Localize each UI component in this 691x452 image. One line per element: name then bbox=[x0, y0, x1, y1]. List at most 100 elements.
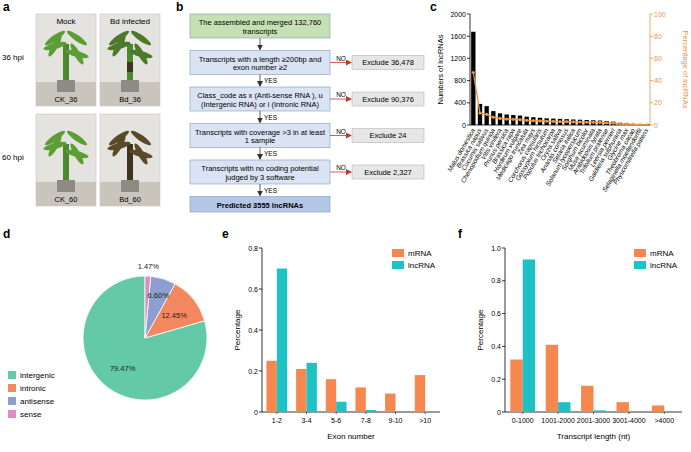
y-tick-label: 2000 bbox=[450, 11, 466, 18]
bar bbox=[296, 369, 306, 412]
yes-label: YES bbox=[264, 77, 278, 84]
flow-line: judged by 3 software bbox=[224, 173, 294, 182]
plot-area bbox=[510, 259, 664, 412]
bar bbox=[525, 117, 529, 125]
y-tick-label: 0.4 bbox=[491, 343, 501, 350]
line-marker bbox=[585, 121, 588, 124]
line-marker bbox=[625, 123, 628, 125]
y-tick bbox=[259, 371, 262, 372]
x-tick bbox=[336, 412, 337, 414]
line-marker bbox=[572, 120, 575, 123]
x-tick-label: 1001-2000 bbox=[541, 417, 575, 424]
y-tick bbox=[467, 125, 470, 126]
y2-tick bbox=[650, 102, 653, 103]
flow-text: Class_code as x (Anti-sense RNA ), u(Int… bbox=[197, 91, 322, 109]
panel-letter: c bbox=[430, 0, 437, 14]
bar bbox=[571, 119, 575, 125]
bar bbox=[565, 119, 569, 125]
y-tick bbox=[467, 80, 470, 81]
y-tick-label: 0.6 bbox=[248, 286, 258, 293]
x-tick-label: 9-10 bbox=[388, 417, 402, 424]
line-marker bbox=[492, 116, 495, 119]
bar bbox=[611, 122, 615, 125]
line-marker bbox=[518, 118, 521, 121]
column-label: Mock bbox=[56, 17, 76, 26]
y-tick bbox=[467, 14, 470, 15]
bar bbox=[578, 120, 582, 125]
line-marker bbox=[472, 71, 475, 74]
bar bbox=[585, 120, 589, 125]
y-tick bbox=[467, 36, 470, 37]
panel-letter: e bbox=[222, 227, 229, 241]
y2-tick bbox=[650, 14, 653, 15]
y2-axis bbox=[650, 14, 651, 125]
flow-line: 1 sample bbox=[245, 136, 275, 145]
x-axis-title: Exon number bbox=[327, 432, 375, 441]
flow-box bbox=[190, 124, 330, 148]
exclude-box bbox=[352, 56, 424, 70]
flow-text: Transcripts with a length ≥200bp andexon… bbox=[199, 55, 322, 73]
x-tick-label: 3-4 bbox=[301, 417, 311, 424]
plant-leaf bbox=[110, 34, 127, 58]
y2-tick-label: 0 bbox=[654, 122, 658, 129]
bar bbox=[546, 345, 558, 412]
panel-letter: d bbox=[3, 227, 10, 241]
pot bbox=[121, 80, 139, 92]
flow-arrow bbox=[260, 111, 261, 123]
pot bbox=[121, 180, 139, 192]
caption: CK_60 bbox=[55, 195, 78, 204]
data-label: 79.47% bbox=[110, 364, 136, 373]
y-tick bbox=[502, 280, 505, 281]
no-arrow bbox=[330, 62, 351, 63]
line-marker bbox=[605, 121, 608, 124]
panel-letter: b bbox=[176, 0, 183, 14]
photo bbox=[100, 14, 160, 106]
line-marker bbox=[558, 120, 561, 123]
x-tick-label: 7-8 bbox=[361, 417, 371, 424]
y-tick-label: 0 bbox=[497, 409, 501, 416]
bar bbox=[558, 402, 570, 412]
caption: Bd_36 bbox=[119, 95, 141, 104]
legend-label: sense bbox=[20, 410, 42, 419]
y-tick-label: 1600 bbox=[450, 33, 466, 40]
y2-axis-title: Percentage of lncRNAs bbox=[681, 31, 690, 109]
plant-leaf bbox=[110, 134, 127, 158]
line-marker bbox=[525, 119, 528, 122]
line-marker bbox=[578, 120, 581, 123]
flow-box bbox=[190, 87, 330, 111]
no-label: NO bbox=[336, 55, 346, 62]
bar bbox=[531, 117, 535, 125]
bar bbox=[425, 412, 435, 413]
flow-box bbox=[190, 160, 330, 184]
data-label: 12.45% bbox=[161, 311, 187, 320]
x-tick bbox=[628, 412, 629, 414]
x-tick-label: 5-6 bbox=[331, 417, 341, 424]
plant-leaf bbox=[132, 142, 149, 166]
x-tick-label: >10 bbox=[419, 417, 431, 424]
exclude-text: Exclude 36,478 bbox=[362, 58, 414, 67]
bar bbox=[523, 259, 535, 412]
bar bbox=[617, 402, 629, 412]
line-marker bbox=[538, 119, 541, 122]
flow-line: (Intergenic RNA) or i (Intronic RNA) bbox=[201, 100, 319, 109]
y2-tick-label: 20 bbox=[654, 99, 662, 106]
x-tick bbox=[425, 412, 426, 414]
line-marker bbox=[592, 121, 595, 124]
caption: CK_36 bbox=[55, 95, 78, 104]
legend-label: mRNA bbox=[408, 249, 432, 258]
y2-tick-label: 80 bbox=[654, 33, 662, 40]
y-tick-label: 0 bbox=[254, 409, 258, 416]
legend-label: intergenic bbox=[20, 371, 55, 380]
x-tick bbox=[522, 412, 523, 414]
line bbox=[473, 72, 646, 124]
line-marker bbox=[478, 112, 481, 115]
exclude-text: Exclude 90,376 bbox=[362, 95, 414, 104]
yes-label: YES bbox=[264, 187, 278, 194]
legend-label: intronic bbox=[20, 384, 46, 393]
line-marker bbox=[632, 123, 635, 125]
bar bbox=[629, 412, 641, 413]
y-tick-label: 0 bbox=[462, 122, 466, 129]
line-marker bbox=[505, 118, 508, 121]
y-tick bbox=[467, 102, 470, 103]
y-axis-title: Percentage bbox=[476, 309, 485, 350]
